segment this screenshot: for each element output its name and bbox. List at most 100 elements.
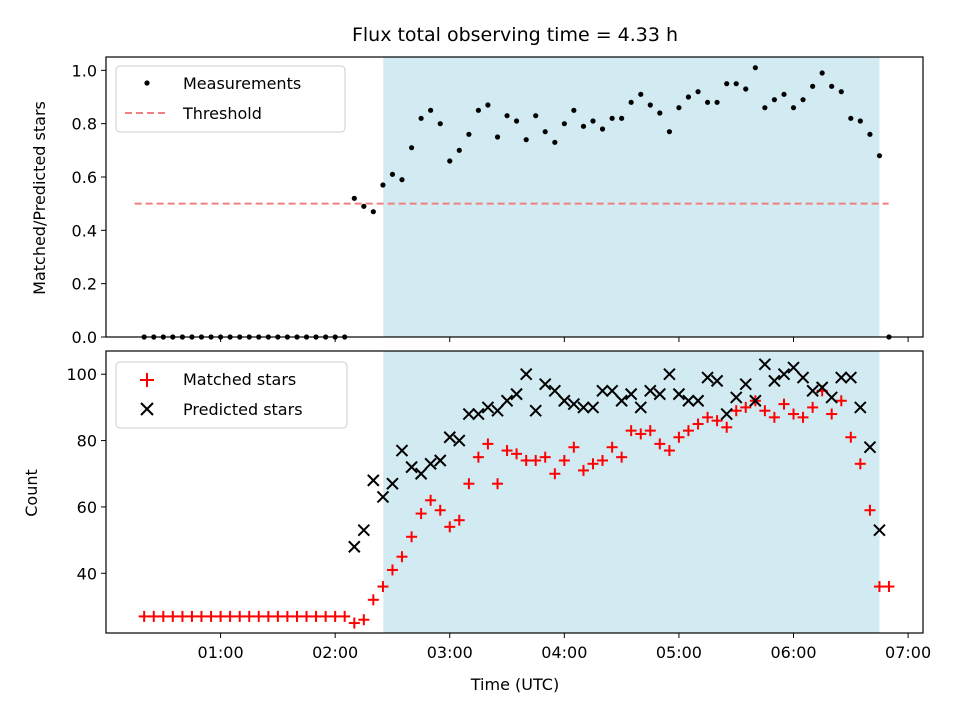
- top-x-ticks: [220, 337, 909, 342]
- predicted-star-point: [519, 368, 533, 381]
- predicted-star-point: [424, 457, 437, 471]
- predicted-star-point: [443, 431, 456, 444]
- measurement-point: [619, 115, 625, 121]
- x-axis: 01:00 02:00 03:00 04:00 05:00 06:00 07:00: [198, 633, 931, 662]
- predicted-star-point: [395, 444, 409, 457]
- predicted-star-point: [510, 387, 523, 401]
- matched-star-point: [864, 504, 876, 516]
- predicted-star-stroke-b: [586, 401, 600, 414]
- predicted-star-stroke-b: [424, 457, 437, 471]
- predicted-star-stroke-b: [481, 401, 495, 414]
- observing-window-shade-bottom: [383, 351, 880, 633]
- measurement-point: [571, 107, 577, 113]
- predicted-star-stroke-b: [462, 407, 476, 421]
- matched-star-point: [682, 425, 694, 437]
- predicted-star-point: [634, 401, 647, 414]
- measurement-point: [456, 147, 462, 153]
- predicted-star-stroke-b: [777, 368, 791, 381]
- matched-star-point: [711, 415, 723, 427]
- predicted-star-point: [806, 384, 819, 398]
- measurement-point: [475, 107, 482, 113]
- predicted-star-point: [644, 384, 657, 398]
- matched-star-point: [186, 610, 198, 622]
- predicted-star-point: [472, 407, 485, 421]
- matched-star-point: [577, 464, 589, 476]
- predicted-star-point: [434, 454, 447, 467]
- predicted-star-stroke-b: [796, 371, 810, 384]
- matched-star-point: [272, 610, 284, 622]
- matched-star-point: [826, 408, 838, 420]
- matched-star-point: [205, 610, 217, 622]
- predicted-star-stroke-b: [873, 523, 886, 537]
- legend-threshold-label: Threshold: [182, 104, 262, 123]
- matched-star-point: [520, 454, 532, 466]
- measurement-point: [485, 102, 491, 108]
- measurement-point: [800, 97, 806, 103]
- matched-stars-series: [138, 385, 895, 629]
- x-tick-label: 07:00: [885, 643, 931, 662]
- matched-star-point: [644, 425, 656, 437]
- matched-star-point: [883, 581, 895, 593]
- predicted-star-stroke-b: [577, 401, 590, 414]
- predicted-star-stroke-b: [529, 404, 542, 417]
- predicted-star-point: [873, 523, 886, 537]
- matched-star-point: [234, 610, 246, 622]
- matched-star-point: [253, 610, 265, 622]
- matched-star-point: [406, 531, 418, 543]
- predicted-star-point: [500, 394, 514, 407]
- predicted-star-point: [577, 401, 590, 414]
- measurement-point: [666, 129, 673, 135]
- predicted-star-point: [529, 404, 542, 417]
- measurement-point: [580, 123, 587, 129]
- x-tick-label: 03:00: [427, 643, 473, 662]
- measurement-point: [590, 118, 596, 124]
- top-chart-title: Flux total observing time = 4.33 h: [352, 24, 678, 46]
- matched-star-point: [492, 478, 504, 490]
- measurement-point: [409, 145, 415, 151]
- predicted-star-stroke-b: [348, 540, 361, 553]
- measurement-point: [810, 83, 816, 89]
- matched-star-point: [606, 441, 618, 453]
- bottom-y-tick-label: 60: [77, 498, 97, 517]
- measurement-point: [867, 131, 873, 137]
- matched-star-point: [434, 504, 446, 516]
- legend-predicted-label: Predicted stars: [183, 400, 303, 419]
- predicted-star-point: [367, 474, 380, 487]
- matched-star-point: [396, 551, 408, 563]
- measurement-point: [533, 113, 539, 119]
- matched-star-point: [482, 438, 494, 450]
- matched-star-point: [530, 454, 542, 466]
- predicted-star-stroke-b: [720, 407, 733, 421]
- predicted-star-point: [777, 368, 791, 381]
- legend-predicted-marker: [140, 402, 154, 416]
- matched-star-point: [845, 431, 857, 443]
- x-axis-label: Time (UTC): [470, 675, 559, 694]
- bottom-y-tick-label: 40: [77, 564, 97, 583]
- matched-star-point: [415, 508, 427, 520]
- predicted-star-stroke-b: [443, 431, 456, 444]
- matched-star-point: [597, 454, 609, 466]
- predicted-star-point: [749, 394, 762, 407]
- predicted-star-point: [548, 384, 562, 398]
- predicted-star-stroke-b: [663, 368, 676, 381]
- predicted-star-point: [825, 391, 838, 404]
- predicted-star-stroke-b: [367, 474, 380, 487]
- matched-star-point: [759, 405, 771, 417]
- predicted-star-point: [854, 401, 867, 414]
- predicted-star-point: [357, 523, 371, 537]
- matched-star-point: [291, 610, 303, 622]
- matched-star-point: [511, 448, 523, 460]
- predicted-star-stroke-b: [491, 404, 504, 417]
- matched-star-point: [654, 438, 666, 450]
- measurement-point: [399, 177, 405, 183]
- matched-star-point: [740, 401, 752, 413]
- predicted-star-point: [787, 361, 800, 374]
- measurement-point: [370, 209, 376, 215]
- measurement-point: [838, 89, 844, 95]
- measurement-point: [523, 137, 529, 143]
- measurement-point: [628, 99, 634, 105]
- measurement-point: [561, 121, 567, 127]
- x-tick-label: 05:00: [656, 643, 702, 662]
- matched-star-point: [348, 617, 360, 629]
